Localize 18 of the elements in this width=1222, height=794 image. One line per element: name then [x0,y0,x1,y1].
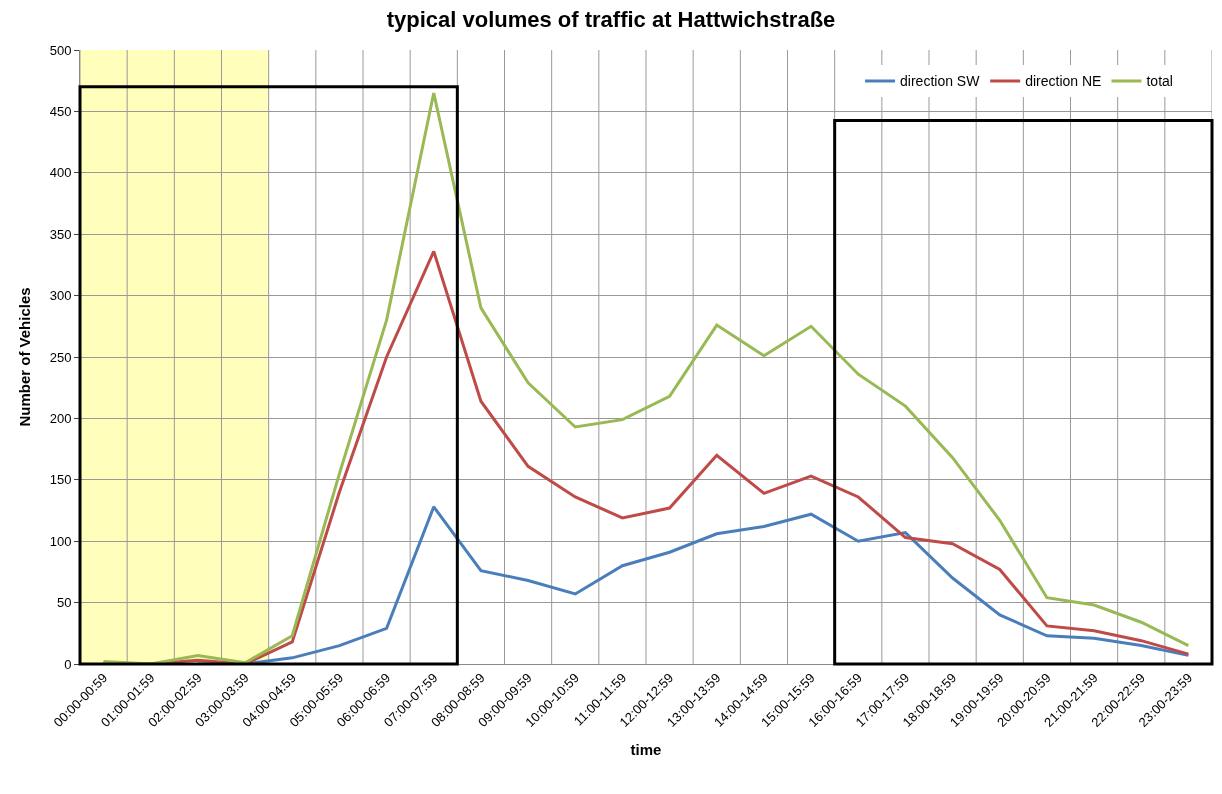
y-tick-label: 450 [49,103,72,119]
y-tick-label: 100 [49,533,72,549]
y-tick-label: 0 [64,656,72,672]
y-tick-label: 350 [49,226,72,242]
chart-title: typical volumes of traffic at Hattwichstraße [386,7,836,33]
legend-label: direction NE [1025,73,1102,90]
y-tick-label: 150 [49,472,72,488]
line-series [102,91,1190,664]
legend-label: direction SW [900,73,981,90]
y-tick-label: 200 [49,410,72,426]
y-axis-title: Number of Vehicles [15,287,33,427]
y-tick-label: 250 [49,349,72,365]
x-axis-title: time [630,740,662,758]
y-tick-label: 400 [49,165,72,181]
legend-label: total [1146,73,1173,90]
y-tick-label: 500 [49,42,72,58]
y-tick-label: 50 [56,595,72,611]
y-tick-label: 300 [49,288,72,304]
